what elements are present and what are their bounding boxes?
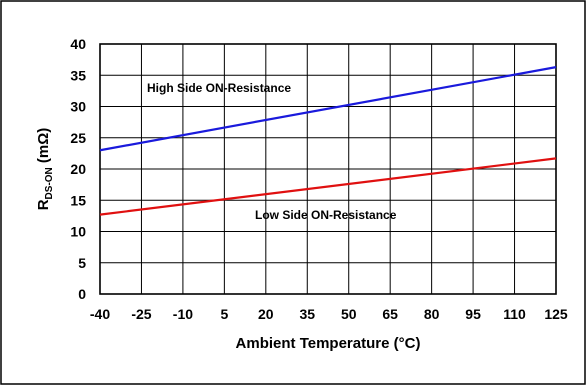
y-tick-label: 5 bbox=[78, 255, 86, 271]
y-tick-label: 20 bbox=[70, 161, 86, 177]
y-axis-label-subscript: DS-ON bbox=[44, 167, 55, 199]
series-label-low-side: Low Side ON-Resistance bbox=[255, 208, 397, 222]
x-tick-label: 65 bbox=[382, 306, 398, 322]
y-tick-labels: 0 5 10 15 20 25 30 35 40 bbox=[70, 36, 86, 302]
x-tick-label: 35 bbox=[299, 306, 315, 322]
series-label-high-side: High Side ON-Resistance bbox=[147, 81, 291, 95]
y-tick-label: 30 bbox=[70, 99, 86, 115]
x-tick-label: -25 bbox=[131, 306, 151, 322]
y-axis-label-unit: (mΩ) bbox=[35, 128, 52, 168]
series-lines bbox=[99, 66, 557, 216]
x-tick-label: -10 bbox=[173, 306, 193, 322]
x-tick-label: 5 bbox=[220, 306, 228, 322]
y-tick-label: 10 bbox=[70, 224, 86, 240]
y-tick-label: 35 bbox=[70, 67, 86, 83]
y-tick-label: 0 bbox=[78, 286, 86, 302]
y-tick-label: 25 bbox=[70, 130, 86, 146]
x-tick-label: -40 bbox=[90, 306, 110, 322]
x-axis-label: Ambient Temperature (°C) bbox=[236, 335, 421, 352]
x-tick-label: 125 bbox=[544, 306, 568, 322]
y-tick-label: 40 bbox=[70, 36, 86, 52]
x-tick-labels: -40 -25 -10 5 20 35 50 65 80 95 110 125 bbox=[90, 306, 568, 322]
x-tick-label: 50 bbox=[341, 306, 357, 322]
x-tick-label: 110 bbox=[503, 306, 526, 322]
series-line-high-side bbox=[99, 66, 557, 152]
y-tick-label: 15 bbox=[70, 192, 86, 208]
plot-area-border bbox=[99, 43, 557, 295]
x-tick-label: 20 bbox=[258, 306, 274, 322]
x-tick-label: 95 bbox=[465, 306, 481, 322]
y-axis-label: RDS-ON (mΩ) bbox=[35, 128, 55, 211]
x-tick-label: 80 bbox=[424, 306, 440, 322]
series-line-low-side bbox=[99, 157, 557, 216]
y-axis-label-main: R bbox=[35, 199, 52, 210]
